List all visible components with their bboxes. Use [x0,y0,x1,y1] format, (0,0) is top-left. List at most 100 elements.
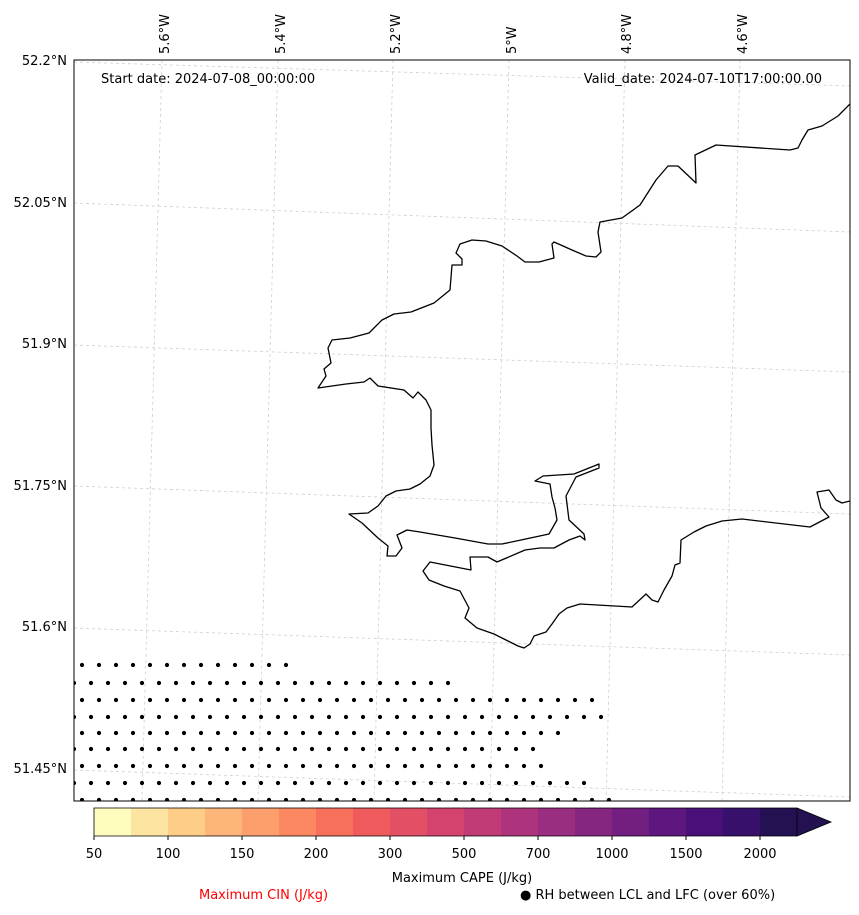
colorbar-swatch [131,808,169,836]
rh-dot [198,730,204,736]
rh-dot [300,797,306,801]
rh-legend: ● RH between LCL and LFC (over 60%) [520,888,775,903]
rh-dot [190,680,196,686]
rh-dot [283,763,289,769]
rh-dot [198,662,204,668]
rh-dot [513,714,519,720]
rh-dot [164,697,170,703]
rh-legend-label: RH between LCL and LFC (over 60%) [535,888,776,903]
rh-dot [215,797,221,801]
rh-dot [479,714,485,720]
rh-dot [215,730,221,736]
rh-dot [88,746,94,752]
rh-dot [368,797,374,801]
rh-dot [181,662,187,668]
rh-dot [275,746,281,752]
rh-dot [394,780,400,786]
rh-dot [309,680,315,686]
rh-dot [385,697,391,703]
lat-label-52-2n: 52.2°N [22,54,67,69]
rh-dot [207,780,213,786]
rh-dot [538,697,544,703]
rh-dot [147,797,153,801]
rh-dot [564,714,570,720]
rh-dot [589,697,595,703]
rh-marker-icon: ● [520,888,532,903]
rh-dot [122,714,128,720]
rh-dot [249,730,255,736]
rh-dot [232,697,238,703]
rh-dot [487,763,493,769]
rh-dot [74,714,77,720]
rh-dot [317,763,323,769]
rh-dot [445,780,451,786]
rh-dot [224,680,230,686]
rh-dot [130,662,136,668]
colorbar-tick-label: 50 [86,847,103,862]
rh-dot [555,797,561,801]
rh-dot [164,662,170,668]
rh-dot [317,697,323,703]
rh-dot [419,797,425,801]
rh-dot [292,714,298,720]
rh-dot [96,662,102,668]
rh-dot [462,780,468,786]
rh-dot [74,780,77,786]
rh-dot [266,797,272,801]
rh-dot [368,763,374,769]
rh-dot [334,797,340,801]
rh-dot [113,662,119,668]
rh-dot [385,730,391,736]
rh-dot [292,680,298,686]
rh-dot [96,697,102,703]
rh-dot [538,797,544,801]
rh-dot [394,714,400,720]
rh-dot [419,697,425,703]
colorbar-swatch [168,808,206,836]
colorbar-swatch [760,808,798,836]
rh-dot [351,797,357,801]
rh-dot [538,730,544,736]
colorbar-label: Maximum CAPE (J/kg) [391,871,533,886]
rh-dot [309,746,315,752]
rh-dot [300,730,306,736]
rh-dot [428,780,434,786]
rh-dot [326,714,332,720]
lat-label-51-75n: 51.75°N [14,479,67,494]
rh-dot [368,697,374,703]
rh-dot [113,797,119,801]
rh-dot [122,680,128,686]
rh-dot [173,714,179,720]
map-area [74,60,850,801]
lon-label-4-8w: 4.8°W [620,14,635,54]
start-date-label: Start date: 2024-07-08_00:00:00 [101,72,315,87]
rh-dot [249,697,255,703]
rh-dot [419,730,425,736]
rh-dot [538,763,544,769]
rh-dot [249,797,255,801]
rh-dot [326,680,332,686]
rh-dot [343,746,349,752]
rh-dot [266,697,272,703]
rh-dot [513,746,519,752]
map-frame [73,59,851,802]
rh-dot [181,730,187,736]
rh-dot [479,746,485,752]
rh-dot [249,763,255,769]
rh-dot [147,763,153,769]
rh-dot [96,763,102,769]
rh-dot [207,714,213,720]
rh-dot [436,730,442,736]
rh-dot [436,763,442,769]
rh-dot [521,730,527,736]
rh-dot [300,763,306,769]
rh-dot [547,780,553,786]
rh-dot [530,714,536,720]
rh-dot [343,680,349,686]
rh-dot [453,697,459,703]
rh-dot [317,730,323,736]
rh-dot [147,697,153,703]
rh-dot [521,797,527,801]
rh-dot [581,780,587,786]
rh-dot [139,714,145,720]
